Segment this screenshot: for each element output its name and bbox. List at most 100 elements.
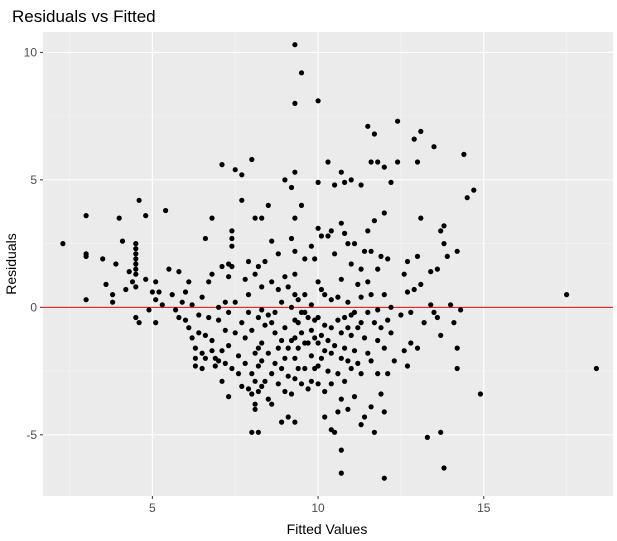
- data-point: [444, 253, 450, 259]
- data-point: [345, 299, 351, 305]
- data-point: [255, 263, 261, 270]
- data-point: [182, 289, 189, 295]
- data-point: [219, 263, 225, 270]
- data-point: [239, 172, 245, 178]
- data-point: [385, 256, 391, 262]
- data-point: [375, 266, 381, 272]
- data-point: [245, 258, 252, 265]
- data-point: [375, 307, 381, 313]
- data-point: [358, 294, 364, 300]
- data-point: [242, 360, 248, 366]
- data-point: [126, 269, 132, 275]
- data-point: [391, 358, 397, 364]
- y-tick-label: 10: [24, 45, 38, 59]
- data-point: [275, 251, 281, 257]
- data-point: [338, 355, 344, 361]
- data-point: [239, 320, 245, 326]
- data-point: [272, 330, 278, 336]
- data-point: [235, 353, 242, 359]
- data-point: [292, 248, 298, 254]
- data-point: [421, 320, 427, 326]
- data-point: [229, 235, 235, 242]
- data-point: [136, 320, 142, 326]
- data-point: [282, 274, 288, 280]
- data-point: [348, 332, 354, 338]
- data-point: [395, 159, 401, 165]
- data-point: [335, 317, 341, 323]
- data-point: [269, 238, 275, 244]
- data-point: [305, 340, 311, 346]
- data-point: [332, 343, 338, 349]
- data-point: [202, 332, 208, 338]
- data-point: [361, 248, 368, 254]
- data-point: [265, 312, 271, 318]
- data-point: [441, 223, 447, 229]
- data-point: [381, 345, 387, 351]
- data-point: [259, 358, 265, 364]
- data-point: [414, 253, 421, 259]
- data-point: [206, 279, 212, 285]
- data-point: [282, 177, 288, 183]
- data-point: [249, 391, 255, 397]
- data-point: [269, 279, 275, 285]
- data-point: [368, 248, 374, 254]
- data-point: [418, 128, 424, 134]
- y-axis-title: Residuals: [3, 233, 19, 294]
- data-point: [216, 317, 222, 323]
- data-point: [119, 238, 126, 244]
- data-point: [209, 337, 215, 344]
- data-point: [226, 394, 232, 400]
- x-axis-title: Fitted Values: [287, 521, 368, 537]
- data-point: [285, 284, 291, 290]
- data-point: [259, 284, 265, 290]
- data-point: [302, 292, 308, 298]
- data-point: [338, 330, 344, 336]
- data-point: [328, 350, 334, 356]
- data-point: [242, 276, 248, 282]
- data-point: [375, 371, 381, 377]
- data-point: [219, 378, 225, 384]
- data-point: [348, 261, 354, 267]
- data-point: [259, 307, 265, 313]
- data-point: [292, 100, 298, 106]
- y-tick-label: 0: [30, 300, 37, 314]
- data-point: [216, 358, 222, 364]
- data-point: [176, 269, 182, 275]
- data-point: [255, 345, 261, 351]
- data-point: [192, 355, 198, 361]
- data-point: [355, 325, 361, 331]
- data-point: [292, 419, 298, 425]
- data-point: [338, 220, 344, 226]
- data-point: [153, 320, 159, 326]
- data-point: [315, 381, 321, 387]
- data-point: [408, 309, 414, 315]
- data-point: [133, 256, 139, 262]
- data-point: [408, 340, 414, 346]
- data-point: [338, 447, 344, 453]
- data-point: [378, 253, 384, 259]
- data-point: [259, 340, 265, 346]
- data-point: [332, 251, 338, 257]
- data-point: [282, 355, 288, 361]
- x-tick-label: 15: [477, 501, 491, 515]
- data-point: [60, 241, 66, 247]
- data-point: [288, 391, 295, 397]
- data-point: [262, 322, 268, 328]
- data-point: [315, 340, 321, 346]
- data-point: [288, 184, 295, 191]
- axis-ticks: 5 10 15 -5 0 5 10: [24, 45, 491, 515]
- data-point: [199, 294, 205, 300]
- data-point: [186, 325, 192, 331]
- data-point: [338, 169, 344, 175]
- data-point: [365, 228, 371, 234]
- data-point: [123, 286, 129, 293]
- data-point: [332, 182, 338, 188]
- data-point: [232, 299, 238, 305]
- data-point: [252, 378, 258, 384]
- data-point: [395, 118, 401, 124]
- data-point: [325, 233, 331, 239]
- data-point: [189, 335, 195, 341]
- data-point: [298, 330, 305, 336]
- data-point: [216, 304, 222, 310]
